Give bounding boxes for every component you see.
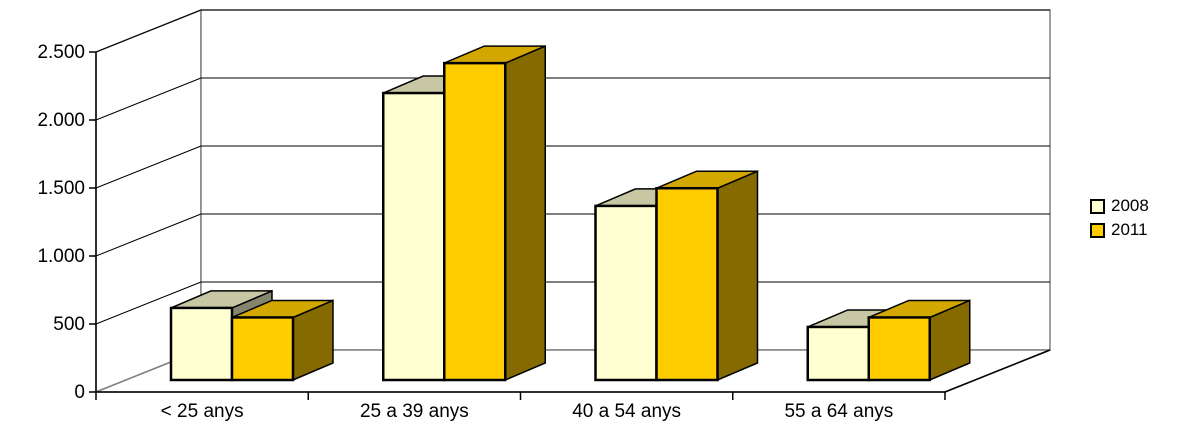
bar-front [594, 204, 658, 382]
gridline-side [95, 145, 202, 189]
y-tick-label: 500 [53, 314, 85, 335]
legend-item-2008: 2008 [1090, 194, 1149, 218]
legend-label-2008: 2008 [1111, 196, 1149, 215]
y-tick-label: 2.000 [37, 110, 85, 131]
bar-side [716, 170, 759, 382]
y-tick-label: 0 [74, 382, 85, 403]
y-tick-label: 2.500 [37, 42, 85, 63]
gridline-side [95, 281, 202, 325]
legend-item-2011: 2011 [1090, 218, 1149, 242]
bar-front [655, 186, 719, 382]
bar-2011-2 [655, 170, 759, 382]
x-tick-label: 40 a 54 anys [572, 401, 681, 422]
y-tick-labels: 0 500 1.000 1.500 2.000 2.500 [37, 42, 85, 403]
floor-edge [944, 349, 1051, 393]
bar-side [504, 44, 546, 382]
bars [169, 44, 971, 382]
bar-2011-0 [230, 299, 334, 382]
bar-front [169, 306, 234, 382]
gridline-side [95, 77, 202, 121]
axes [89, 51, 1051, 400]
bar-front [443, 61, 507, 382]
y-tick-label: 1.000 [37, 246, 85, 267]
gridline-side [95, 213, 202, 257]
bar-2011-3 [867, 299, 971, 382]
legend-label-2011: 2011 [1111, 220, 1148, 239]
bar-front [230, 316, 295, 382]
bar-front [867, 316, 931, 382]
bar-front [806, 325, 870, 382]
bar-2011-1 [443, 44, 546, 382]
x-tick-label: 55 a 64 anys [784, 401, 893, 422]
legend: 2008 2011 [1090, 194, 1149, 242]
x-tick-labels: < 25 anys 25 a 39 anys 40 a 54 anys 55 a 64… [161, 401, 894, 422]
x-tick-label: < 25 anys [161, 401, 244, 422]
x-tick-label: 25 a 39 anys [360, 401, 469, 422]
y-tick-label: 1.500 [37, 178, 85, 199]
legend-swatch-2008 [1090, 198, 1105, 214]
legend-swatch-2011 [1090, 222, 1105, 238]
gridline-side [95, 9, 202, 53]
bar-front [382, 91, 446, 382]
